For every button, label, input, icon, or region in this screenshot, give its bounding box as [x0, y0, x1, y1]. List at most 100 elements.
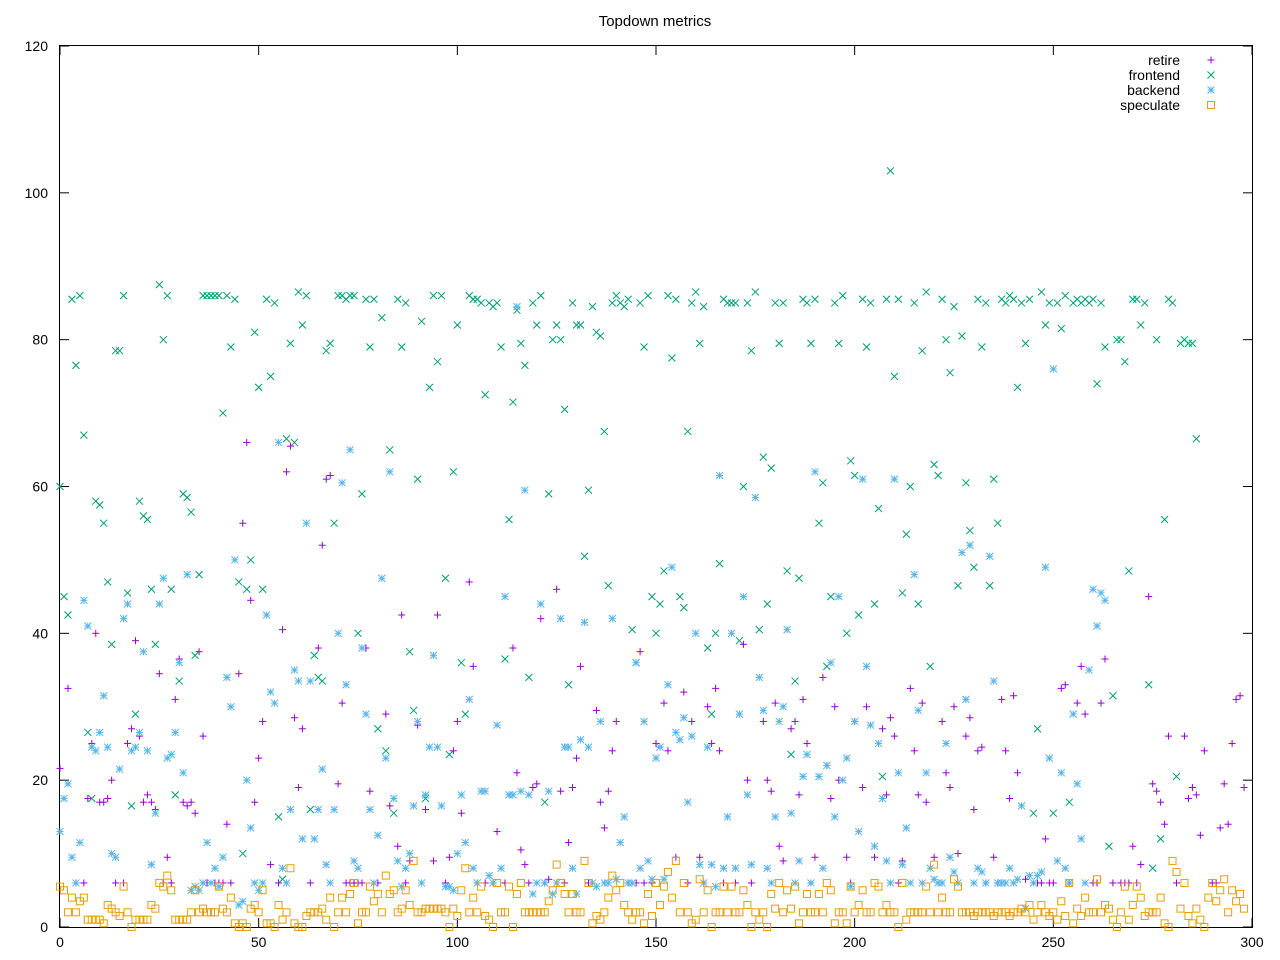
retire-point	[1097, 699, 1105, 707]
frontend-point	[644, 291, 652, 300]
frontend-point	[505, 515, 513, 524]
frontend-point	[258, 585, 267, 594]
frontend-point	[1045, 299, 1054, 307]
frontend-point	[1144, 680, 1153, 689]
backend-point	[898, 860, 907, 869]
retire-point	[247, 596, 255, 604]
backend-point	[886, 879, 895, 887]
frontend-point	[509, 398, 517, 406]
retire-point	[433, 611, 441, 619]
retire-point	[565, 839, 573, 847]
speculate-point	[1168, 856, 1177, 865]
speculate-point	[854, 900, 863, 909]
retire-point	[1200, 747, 1208, 755]
plot-frame	[59, 45, 1253, 928]
retire-point	[557, 787, 565, 795]
x-tick-label: 250	[1042, 934, 1066, 950]
retire-point	[871, 853, 879, 861]
backend-point	[962, 695, 970, 704]
frontend-point	[807, 339, 815, 348]
backend-point	[250, 879, 259, 887]
speculate-point	[918, 908, 927, 917]
speculate-point	[576, 908, 585, 917]
retire-point	[80, 879, 88, 887]
retire-point	[886, 714, 894, 722]
retire-point	[267, 861, 275, 869]
speculate-point	[1172, 867, 1181, 876]
frontend-point	[1101, 343, 1109, 351]
backend-point	[966, 541, 974, 550]
retire-point	[199, 732, 207, 740]
speculate-point	[612, 886, 621, 895]
speculate-point	[926, 908, 935, 917]
retire-point	[358, 879, 366, 887]
frontend-point	[409, 706, 418, 715]
frontend-point	[755, 625, 764, 634]
frontend-point	[902, 530, 911, 539]
speculate-point	[63, 908, 72, 917]
speculate-point	[226, 893, 235, 902]
speculate-point	[512, 889, 521, 898]
backend-point	[457, 790, 466, 799]
backend-point	[1013, 875, 1022, 884]
speculate-point	[346, 889, 355, 898]
frontend-point	[544, 489, 553, 498]
backend-point	[910, 570, 919, 579]
retire-point	[712, 684, 720, 692]
frontend-point	[1013, 383, 1022, 392]
backend-point	[270, 699, 279, 707]
backend-point	[644, 857, 652, 865]
frontend-point	[246, 556, 255, 564]
frontend-point	[203, 291, 211, 300]
backend-point	[1037, 868, 1046, 876]
backend-point	[822, 761, 831, 770]
retire-point	[255, 754, 263, 762]
frontend-point	[664, 291, 672, 300]
frontend-point	[962, 478, 970, 487]
retire-point	[739, 640, 747, 648]
frontend-point	[421, 794, 430, 803]
retire-point	[128, 725, 136, 733]
frontend-point	[938, 295, 946, 304]
frontend-point	[294, 288, 303, 296]
speculate-point	[409, 856, 418, 865]
retire-point	[306, 879, 314, 887]
frontend-point	[250, 328, 259, 337]
frontend-point	[568, 299, 577, 307]
frontend-point	[60, 592, 68, 601]
speculate-point	[159, 882, 168, 891]
frontend-point	[743, 299, 752, 307]
retire-point	[382, 710, 390, 718]
retire-point	[227, 879, 235, 887]
backend-point	[608, 614, 617, 623]
speculate-point	[640, 919, 649, 928]
speculate-point	[846, 882, 855, 891]
frontend-point	[608, 299, 617, 307]
retire-point	[1165, 732, 1173, 740]
frontend-point	[238, 849, 247, 858]
retire-point	[243, 438, 251, 446]
backend-point	[977, 868, 986, 876]
frontend-point	[668, 354, 676, 362]
backend-point	[807, 879, 815, 887]
speculate-point	[616, 878, 625, 887]
frontend-point	[838, 291, 847, 300]
retire-point	[843, 853, 851, 861]
frontend-point	[1041, 321, 1050, 329]
backend-point	[234, 901, 243, 909]
speculate-point	[330, 923, 339, 931]
frontend-point	[461, 710, 470, 718]
frontend-point	[731, 299, 740, 307]
frontend-point	[989, 475, 998, 484]
frontend-point	[381, 746, 390, 755]
backend-point	[584, 743, 593, 751]
backend-point	[1057, 768, 1066, 777]
frontend-point	[1089, 295, 1097, 304]
speculate-point	[1093, 875, 1102, 884]
backend-point	[207, 879, 215, 887]
speculate-point	[695, 875, 704, 884]
backend-point	[664, 680, 672, 689]
backend-point	[219, 853, 227, 862]
backend-point	[795, 857, 803, 865]
backend-point	[914, 706, 923, 715]
